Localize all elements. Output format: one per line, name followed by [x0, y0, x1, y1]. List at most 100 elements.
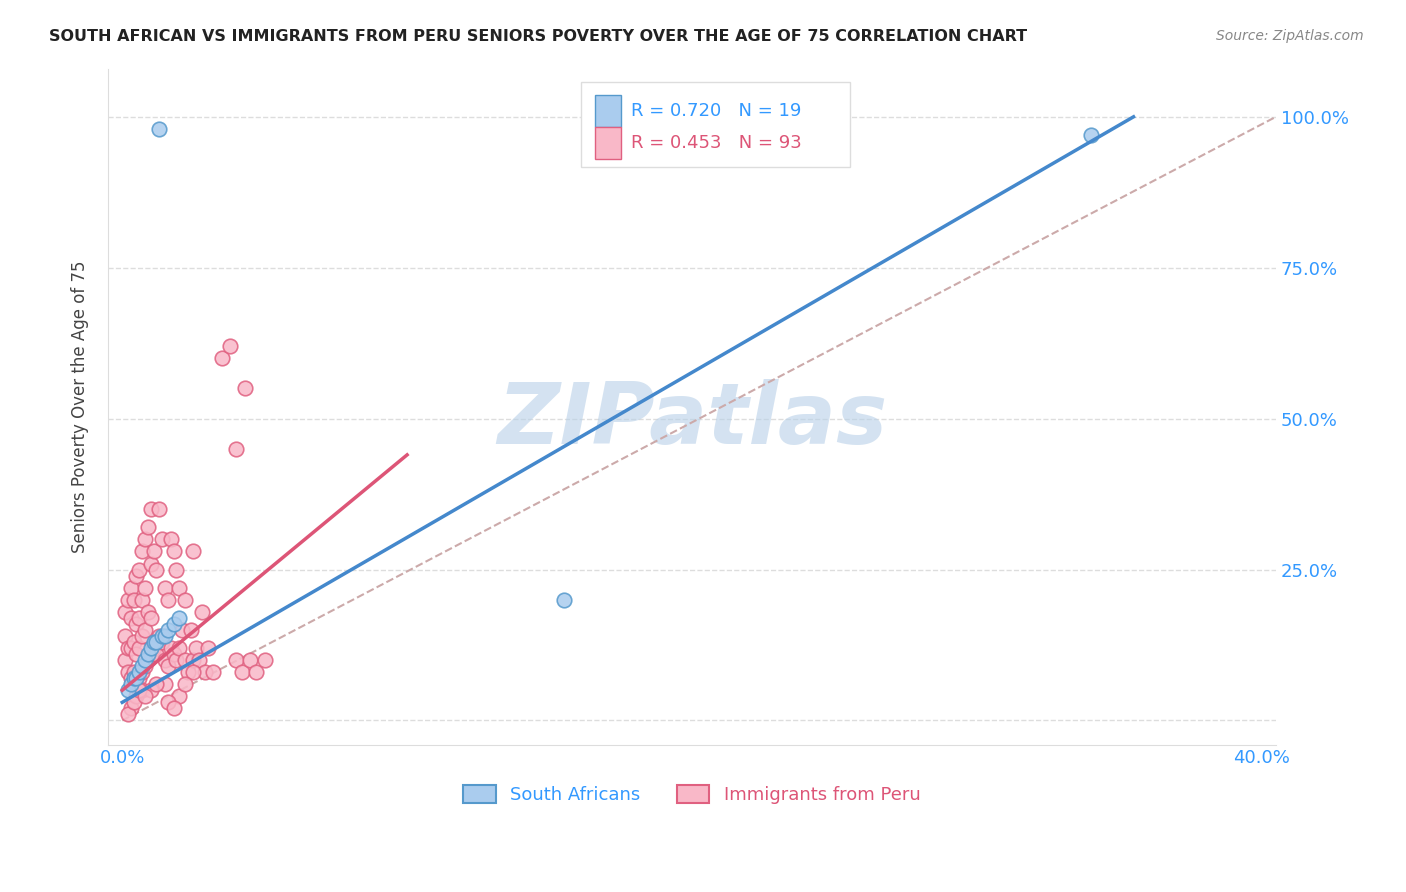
Point: [128, 665, 150, 680]
Point: [139, 557, 162, 571]
FancyBboxPatch shape: [595, 95, 620, 128]
Point: [120, 640, 142, 655]
Point: [231, 665, 253, 680]
Point: [117, 640, 139, 655]
Text: R = 0.453   N = 93: R = 0.453 N = 93: [631, 134, 801, 152]
Point: [128, 671, 150, 685]
Point: [136, 605, 159, 619]
Point: [120, 611, 142, 625]
Point: [183, 544, 205, 558]
Point: [167, 690, 190, 704]
Point: [139, 611, 162, 625]
Point: [128, 611, 150, 625]
Point: [183, 665, 205, 680]
Point: [145, 677, 167, 691]
Point: [134, 659, 156, 673]
Point: [177, 665, 200, 680]
Point: [167, 581, 190, 595]
Point: [174, 653, 197, 667]
Point: [150, 533, 173, 547]
Point: [134, 581, 156, 595]
Point: [170, 623, 193, 637]
Text: Source: ZipAtlas.com: Source: ZipAtlas.com: [1216, 29, 1364, 43]
Point: [153, 653, 176, 667]
Point: [120, 671, 142, 685]
Point: [131, 659, 153, 673]
Point: [131, 592, 153, 607]
Point: [134, 690, 156, 704]
Point: [156, 592, 179, 607]
Point: [120, 677, 142, 691]
Point: [150, 635, 173, 649]
Legend: South Africans, Immigrants from Peru: South Africans, Immigrants from Peru: [454, 776, 929, 814]
Point: [197, 640, 219, 655]
Point: [219, 339, 242, 353]
Point: [139, 683, 162, 698]
Point: [131, 683, 153, 698]
Point: [122, 671, 145, 685]
Point: [165, 563, 187, 577]
Text: SOUTH AFRICAN VS IMMIGRANTS FROM PERU SENIORS POVERTY OVER THE AGE OF 75 CORRELA: SOUTH AFRICAN VS IMMIGRANTS FROM PERU SE…: [49, 29, 1028, 44]
Point: [117, 665, 139, 680]
Point: [134, 623, 156, 637]
Point: [142, 640, 165, 655]
Point: [142, 544, 165, 558]
Point: [553, 592, 575, 607]
Point: [145, 635, 167, 649]
Point: [156, 695, 179, 709]
Point: [128, 563, 150, 577]
Point: [162, 544, 184, 558]
Point: [125, 677, 148, 691]
Point: [139, 502, 162, 516]
Point: [122, 635, 145, 649]
Point: [162, 616, 184, 631]
Point: [114, 605, 136, 619]
Point: [165, 653, 187, 667]
Point: [174, 677, 197, 691]
Point: [125, 690, 148, 704]
Point: [134, 533, 156, 547]
Point: [128, 683, 150, 698]
Text: R = 0.720   N = 19: R = 0.720 N = 19: [631, 102, 801, 120]
Point: [120, 701, 142, 715]
Point: [153, 677, 176, 691]
Point: [225, 653, 247, 667]
Point: [139, 640, 162, 655]
Point: [142, 635, 165, 649]
Point: [122, 695, 145, 709]
Point: [153, 581, 176, 595]
Point: [162, 647, 184, 661]
Point: [148, 502, 170, 516]
Point: [136, 520, 159, 534]
Point: [167, 640, 190, 655]
Point: [128, 640, 150, 655]
Y-axis label: Seniors Poverty Over the Age of 75: Seniors Poverty Over the Age of 75: [72, 260, 89, 553]
Point: [167, 611, 190, 625]
Point: [183, 653, 205, 667]
Point: [125, 568, 148, 582]
Point: [131, 544, 153, 558]
Point: [148, 629, 170, 643]
Point: [225, 442, 247, 456]
Point: [1080, 128, 1102, 142]
Point: [153, 629, 176, 643]
Point: [114, 653, 136, 667]
Point: [211, 351, 233, 366]
Point: [239, 653, 262, 667]
Point: [134, 653, 156, 667]
Point: [125, 647, 148, 661]
Point: [162, 701, 184, 715]
Point: [159, 640, 181, 655]
Point: [145, 563, 167, 577]
FancyBboxPatch shape: [581, 82, 849, 167]
Point: [131, 629, 153, 643]
Point: [194, 665, 217, 680]
Point: [125, 671, 148, 685]
Point: [148, 121, 170, 136]
Point: [156, 623, 179, 637]
Point: [233, 381, 256, 395]
Point: [145, 647, 167, 661]
Text: ZIPatlas: ZIPatlas: [496, 378, 887, 461]
Point: [253, 653, 276, 667]
Point: [245, 665, 267, 680]
